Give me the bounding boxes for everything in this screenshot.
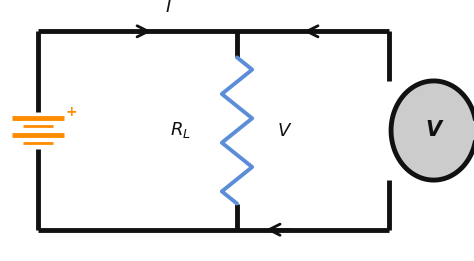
Text: V: V [426, 121, 442, 140]
Text: $V$: $V$ [277, 122, 292, 139]
Text: +: + [65, 105, 77, 119]
Text: $I$: $I$ [165, 0, 172, 16]
Text: $R_L$: $R_L$ [170, 121, 191, 140]
Polygon shape [391, 81, 474, 180]
